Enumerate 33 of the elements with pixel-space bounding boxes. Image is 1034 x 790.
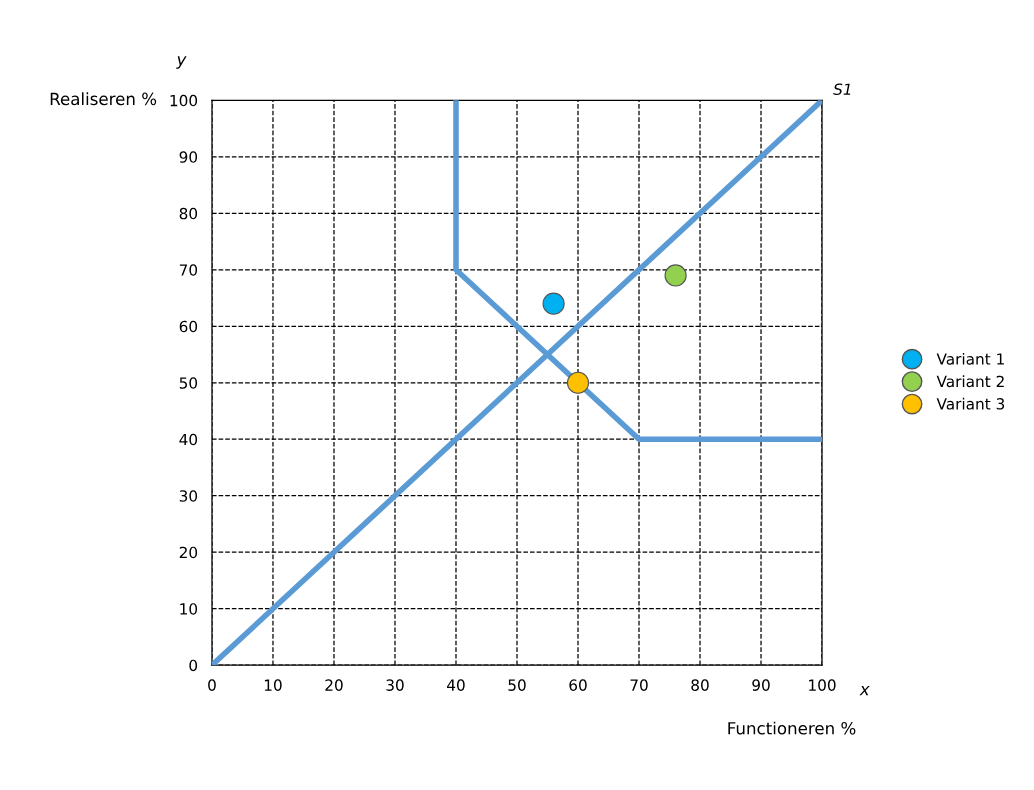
y-tick-label: 10 [180,603,198,615]
x-tick-label: 100 [809,679,836,691]
point [566,371,590,394]
legend-label: Variant 3 [936,397,1005,410]
x-tick-label: 70 [630,679,648,691]
x-tick-label: 50 [508,679,526,691]
y-tick-label: 90 [179,151,198,163]
y-tick-label: 80 [179,207,198,220]
legend-label: Variant 1 [936,352,1004,365]
y-axis-title: Realiseren % [50,92,157,106]
y-tick-label: 20 [179,546,198,559]
x-tick-label: 20 [325,679,343,691]
x-tick-label: 30 [386,679,404,691]
y-tick-label: 0 [189,659,198,672]
legend-label: Variant 2 [936,375,1004,388]
y-tick-label: 60 [179,320,198,333]
x-axis-title: Functioneren % [728,721,856,735]
y-tick-label: 70 [179,264,198,276]
x-tick-label: 10 [264,679,282,691]
x-tick-label: 40 [447,679,465,691]
point [542,292,565,315]
x-tick-label: 60 [569,679,587,691]
y-tick-label: 50 [179,377,198,389]
point [664,264,687,287]
y-tick-label: 40 [179,433,198,446]
text: x [859,686,870,696]
y-tick-label: 100 [170,94,198,107]
y-tick-label: 30 [179,490,198,502]
text: y [176,56,187,69]
x-tick-label: 80 [691,679,709,691]
x-tick-label: 90 [752,679,770,691]
series-label: S1 [833,83,851,95]
x-tick-label: 0 [208,679,216,691]
